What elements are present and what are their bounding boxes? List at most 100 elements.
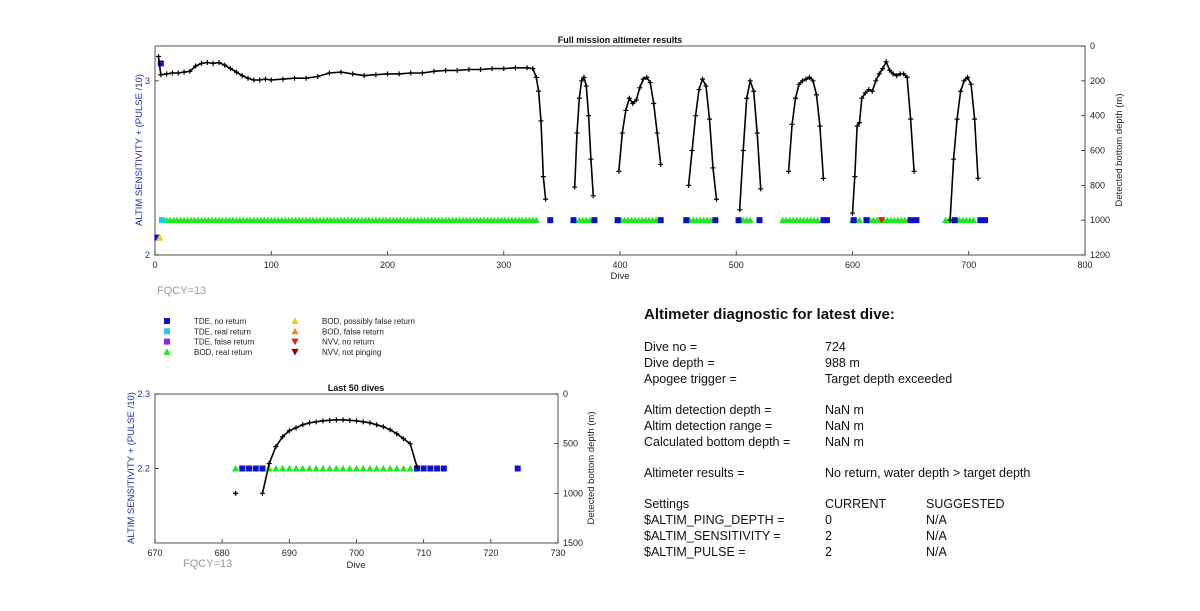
marker-tde-no-return (657, 217, 664, 224)
marker-bod-real-return (399, 464, 408, 472)
depth-point (259, 490, 265, 496)
marker-tde-no-return (259, 465, 266, 472)
depth-point (873, 78, 879, 84)
marker-bod-real-return (232, 464, 240, 472)
marker-nvv-not-pinging (291, 348, 299, 356)
marker-bod-real-return (393, 464, 401, 472)
depth-point (588, 156, 594, 162)
top-left-axis-label: ALTIM SENSITIVITY + (PULSE /10) (134, 74, 145, 226)
depth-point (158, 72, 164, 78)
marker-tde-no-return (712, 217, 719, 224)
depth-point (901, 71, 907, 77)
depth-point (707, 116, 713, 122)
depth-point (327, 417, 333, 423)
depth-point (751, 88, 757, 94)
depth-point (268, 77, 274, 83)
depth-point (350, 71, 356, 77)
depth-point (540, 174, 546, 180)
diag-label: Apogee trigger = (644, 372, 737, 386)
marker-bod-real-return (814, 216, 822, 224)
right-tick-label: 1000 (1090, 215, 1110, 225)
depth-point (320, 418, 326, 424)
depth-point (181, 69, 187, 75)
marker-tde-no-return (735, 217, 742, 224)
depth-point (489, 66, 495, 72)
depth-point (817, 123, 823, 129)
settings-label: Settings (644, 497, 690, 511)
marker-bod-possibly-false-return (291, 317, 299, 324)
top-fqcy-label: FQCY=13 (157, 285, 206, 297)
x-tick-label: 500 (729, 260, 744, 270)
depth-point (710, 165, 716, 171)
setting-sensitivity: $ALTIM_SENSITIVITY = 2 N/A (644, 528, 1184, 544)
depth-point (175, 70, 181, 76)
depth-point (623, 107, 629, 113)
depth-point (947, 217, 953, 223)
depth-point (266, 461, 272, 467)
top-chart: Full mission altimeter results Dive ALTI… (134, 35, 1125, 297)
depth-point (633, 97, 639, 103)
setting-ping-depth: $ALTIM_PING_DEPTH = 0 N/A (644, 512, 1184, 528)
bottom-fqcy-label: FQCY=13 (183, 558, 232, 570)
x-tick-label: 670 (147, 548, 162, 558)
x-tick-label: 100 (264, 260, 279, 270)
depth-point (533, 74, 539, 80)
legend-label: BOD, real return (194, 348, 252, 357)
depth-point (968, 81, 974, 87)
bottom-right-axis-label: Detected bottom depth (m) (586, 412, 597, 525)
depth-point (700, 76, 706, 82)
marker-tde-no-return (756, 217, 763, 224)
depth-point (538, 118, 544, 124)
marker-bod-real-return (406, 464, 414, 472)
marker-bod-real-return (163, 348, 171, 355)
top-right-ticks: 0 200 400 600 800 1000 1200 (1081, 41, 1110, 260)
depth-point (876, 71, 882, 77)
setting-label: $ALTIM_SENSITIVITY = (644, 529, 781, 543)
depth-point (852, 174, 858, 180)
depth-point (233, 69, 239, 75)
depth-point (975, 175, 981, 181)
depth-point (530, 66, 536, 72)
marker-bod-real-return (379, 464, 387, 472)
depth-point (744, 95, 750, 101)
depth-point (313, 419, 319, 425)
marker-tde-no-return (820, 217, 827, 224)
depth-point (800, 78, 806, 84)
marker-tde-no-return (154, 234, 161, 241)
depth-point (367, 420, 373, 426)
marker-tde-no-return (157, 60, 164, 67)
diagnostic-panel: Altimeter diagnostic for latest dive: Di… (644, 306, 1184, 560)
diagnostic-heading: Altimeter diagnostic for latest dive: (644, 306, 895, 323)
depth-point (245, 75, 251, 81)
x-tick-label: 680 (215, 548, 230, 558)
depth-point (954, 116, 960, 122)
depth-point (583, 83, 589, 89)
right-tick-label: 1000 (563, 488, 583, 498)
depth-point (536, 88, 542, 94)
depth-point (347, 417, 353, 423)
marker-bod-real-return (272, 464, 280, 472)
diag-label: Dive no = (644, 340, 698, 354)
x-tick-label: 600 (845, 260, 860, 270)
depth-point (360, 419, 366, 425)
depth-point (810, 78, 816, 84)
marker-tde-real-return (158, 217, 165, 224)
marker-tde-no-return (977, 217, 984, 224)
depth-point (803, 76, 809, 82)
depth-point (374, 422, 380, 428)
depth-point (300, 422, 306, 428)
top-right-axis-label: Detected bottom depth (m) (1114, 94, 1125, 207)
depth-point (887, 67, 893, 73)
x-tick-label: 300 (496, 260, 511, 270)
depth-point (380, 424, 386, 430)
depth-point (280, 76, 286, 82)
depth-point (651, 100, 657, 106)
depth-point (951, 156, 957, 162)
depth-point (340, 417, 346, 423)
top-left-ticks: 23 (145, 76, 159, 260)
depth-point (654, 130, 660, 136)
depth-point (204, 60, 210, 66)
marker-tde-no-return (440, 465, 447, 472)
depth-point (869, 88, 875, 94)
